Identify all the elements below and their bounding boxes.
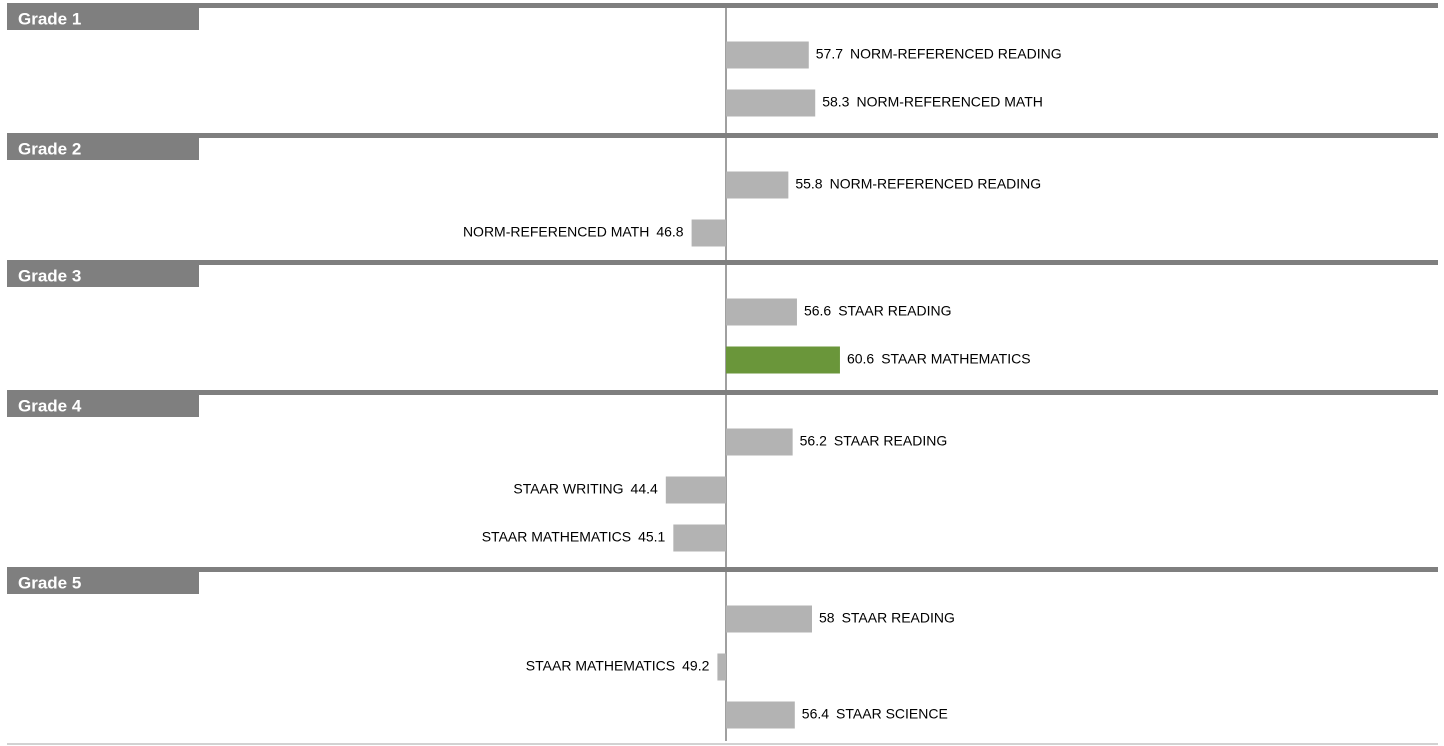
- grade-divider-band: [7, 567, 1438, 572]
- bar-category-label: STAAR MATHEMATICS: [526, 658, 675, 674]
- score-bar: [673, 524, 726, 552]
- grade-header-tab: [7, 133, 199, 160]
- grade-label: Grade 4: [18, 396, 82, 415]
- bar-category-label: STAAR MATHEMATICS: [482, 529, 631, 545]
- grade-label: Grade 5: [18, 573, 81, 592]
- grade-header-tab: [7, 3, 199, 30]
- bar-value-label: 57.7: [816, 46, 843, 62]
- bar-value-label: 58.3: [822, 94, 849, 110]
- bar-value-label: 58: [819, 610, 835, 626]
- grade-divider-band: [7, 390, 1438, 395]
- bar-category-label: STAAR READING: [838, 303, 951, 319]
- bar-category-label: STAAR MATHEMATICS: [881, 351, 1030, 367]
- score-bar: [665, 476, 726, 504]
- bar-category-label: NORM-REFERENCED MATH: [463, 224, 649, 240]
- grade-label: Grade 1: [18, 9, 81, 28]
- score-bar: [726, 171, 789, 199]
- bar-value-label: 56.4: [802, 706, 829, 722]
- bar-category-label: STAAR WRITING: [513, 481, 623, 497]
- score-bar: [717, 653, 726, 681]
- bar-value-label: 46.8: [656, 224, 683, 240]
- bar-value-label: 55.8: [795, 176, 822, 192]
- bar-category-label: STAAR SCIENCE: [836, 706, 948, 722]
- bar-category-label: NORM-REFERENCED READING: [850, 46, 1062, 62]
- score-bar: [726, 298, 797, 326]
- bar-value-label: 44.4: [631, 481, 658, 497]
- grade-divider-band: [7, 133, 1438, 138]
- score-bar: [726, 346, 840, 374]
- score-bar: [726, 41, 809, 69]
- bar-value-label: 60.6: [847, 351, 874, 367]
- score-bar: [726, 701, 795, 729]
- bar-category-label: NORM-REFERENCED READING: [830, 176, 1042, 192]
- score-bar: [726, 605, 812, 633]
- bar-value-label: 56.2: [800, 433, 827, 449]
- bar-category-label: STAAR READING: [834, 433, 947, 449]
- score-bar: [726, 428, 793, 456]
- grade-label: Grade 2: [18, 139, 81, 158]
- grade-divider-band: [7, 260, 1438, 265]
- grade-header-tab: [7, 260, 199, 287]
- bar-value-label: 49.2: [682, 658, 709, 674]
- grade-divider-band: [7, 3, 1438, 8]
- bar-category-label: NORM-REFERENCED MATH: [856, 94, 1042, 110]
- bar-value-label: 56.6: [804, 303, 831, 319]
- grade-header-tab: [7, 390, 199, 417]
- grade-label: Grade 3: [18, 266, 81, 285]
- score-bar: [691, 219, 726, 247]
- score-bar: [726, 89, 816, 117]
- bar-value-label: 45.1: [638, 529, 665, 545]
- bar-category-label: STAAR READING: [842, 610, 955, 626]
- grade-header-tab: [7, 567, 199, 594]
